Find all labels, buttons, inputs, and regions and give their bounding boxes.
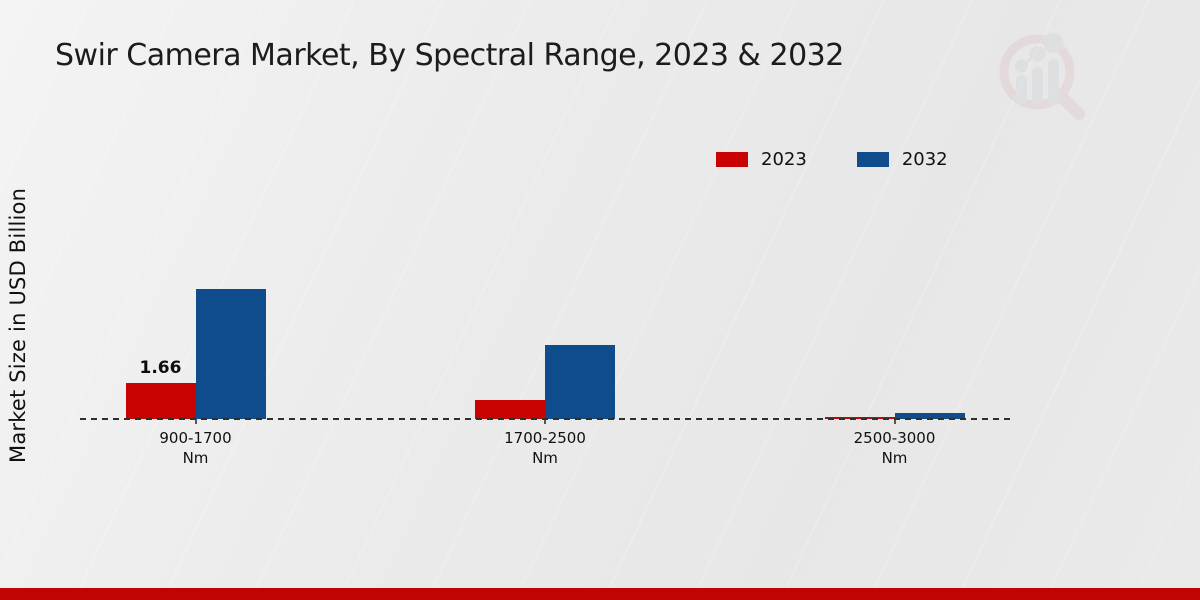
legend-label-2023: 2023 [761,149,807,170]
bar-2032-900-1700 [195,288,266,419]
x-tick-label-1700-2500: 1700-2500 Nm [504,429,586,467]
x-axis-tick [194,419,197,424]
x-tick-label-900-1700: 900-1700 Nm [159,429,232,467]
bar-2032-1700-2500 [545,345,615,419]
y-axis-label: Market Size in USD Billion [6,187,30,463]
chart-title: Swir Camera Market, By Spectral Range, 2… [55,38,844,73]
bar-2032-2500-3000 [894,412,965,419]
legend-swatch-2023 [716,152,748,167]
x-tick-label-2500-3000: 2500-3000 Nm [853,429,936,467]
legend-swatch-2032 [856,152,889,167]
plot-area: 1.66 900-1700 Nm 1700-2500 Nm 2500-3000 Nm [80,140,1010,467]
market-research-watermark-icon [999,33,1085,120]
legend-item-2032: 2032 [856,149,948,170]
x-axis-tick [544,419,546,424]
x-axis-tick [893,419,896,424]
legend: 2023 2032 [716,149,948,170]
footer-red-band [0,588,1200,600]
legend-label-2032: 2032 [901,149,948,170]
bar-2023-900-1700 [125,383,196,419]
legend-item-2023: 2023 [716,149,807,170]
value-label-2023-900-1700: 1.66 [139,358,182,379]
bar-2023-1700-2500 [475,399,545,419]
zero-baseline [80,418,1010,420]
